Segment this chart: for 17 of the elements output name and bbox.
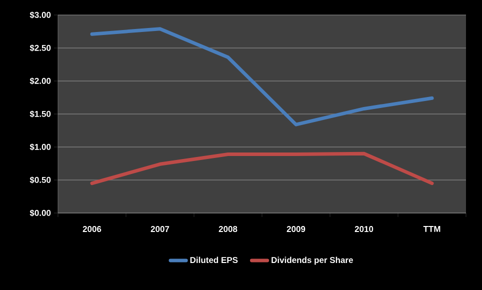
- legend-label: Diluted EPS: [190, 256, 238, 264]
- y-tick-label: $1.00: [30, 144, 51, 150]
- legend-label: Dividends per Share: [272, 256, 353, 265]
- y-tick-label: $1.50: [30, 110, 51, 118]
- y-tick-label: $0.50: [30, 176, 51, 184]
- x-tick-label: 2006: [82, 226, 102, 232]
- x-tick-label: 2008: [218, 226, 238, 232]
- x-tick-label: 2009: [286, 226, 306, 232]
- x-tick-label: 2007: [150, 226, 170, 232]
- y-tick-label: $2.00: [30, 78, 51, 84]
- y-tick-label: $0.00: [30, 210, 51, 216]
- y-tick-label: $3.00: [30, 12, 51, 18]
- x-tick-label: 2010: [354, 226, 374, 232]
- x-tick-label: TTM: [423, 226, 440, 232]
- y-tick-label: $2.50: [30, 44, 51, 52]
- line-series: [90, 152, 434, 186]
- line-series: [90, 27, 434, 126]
